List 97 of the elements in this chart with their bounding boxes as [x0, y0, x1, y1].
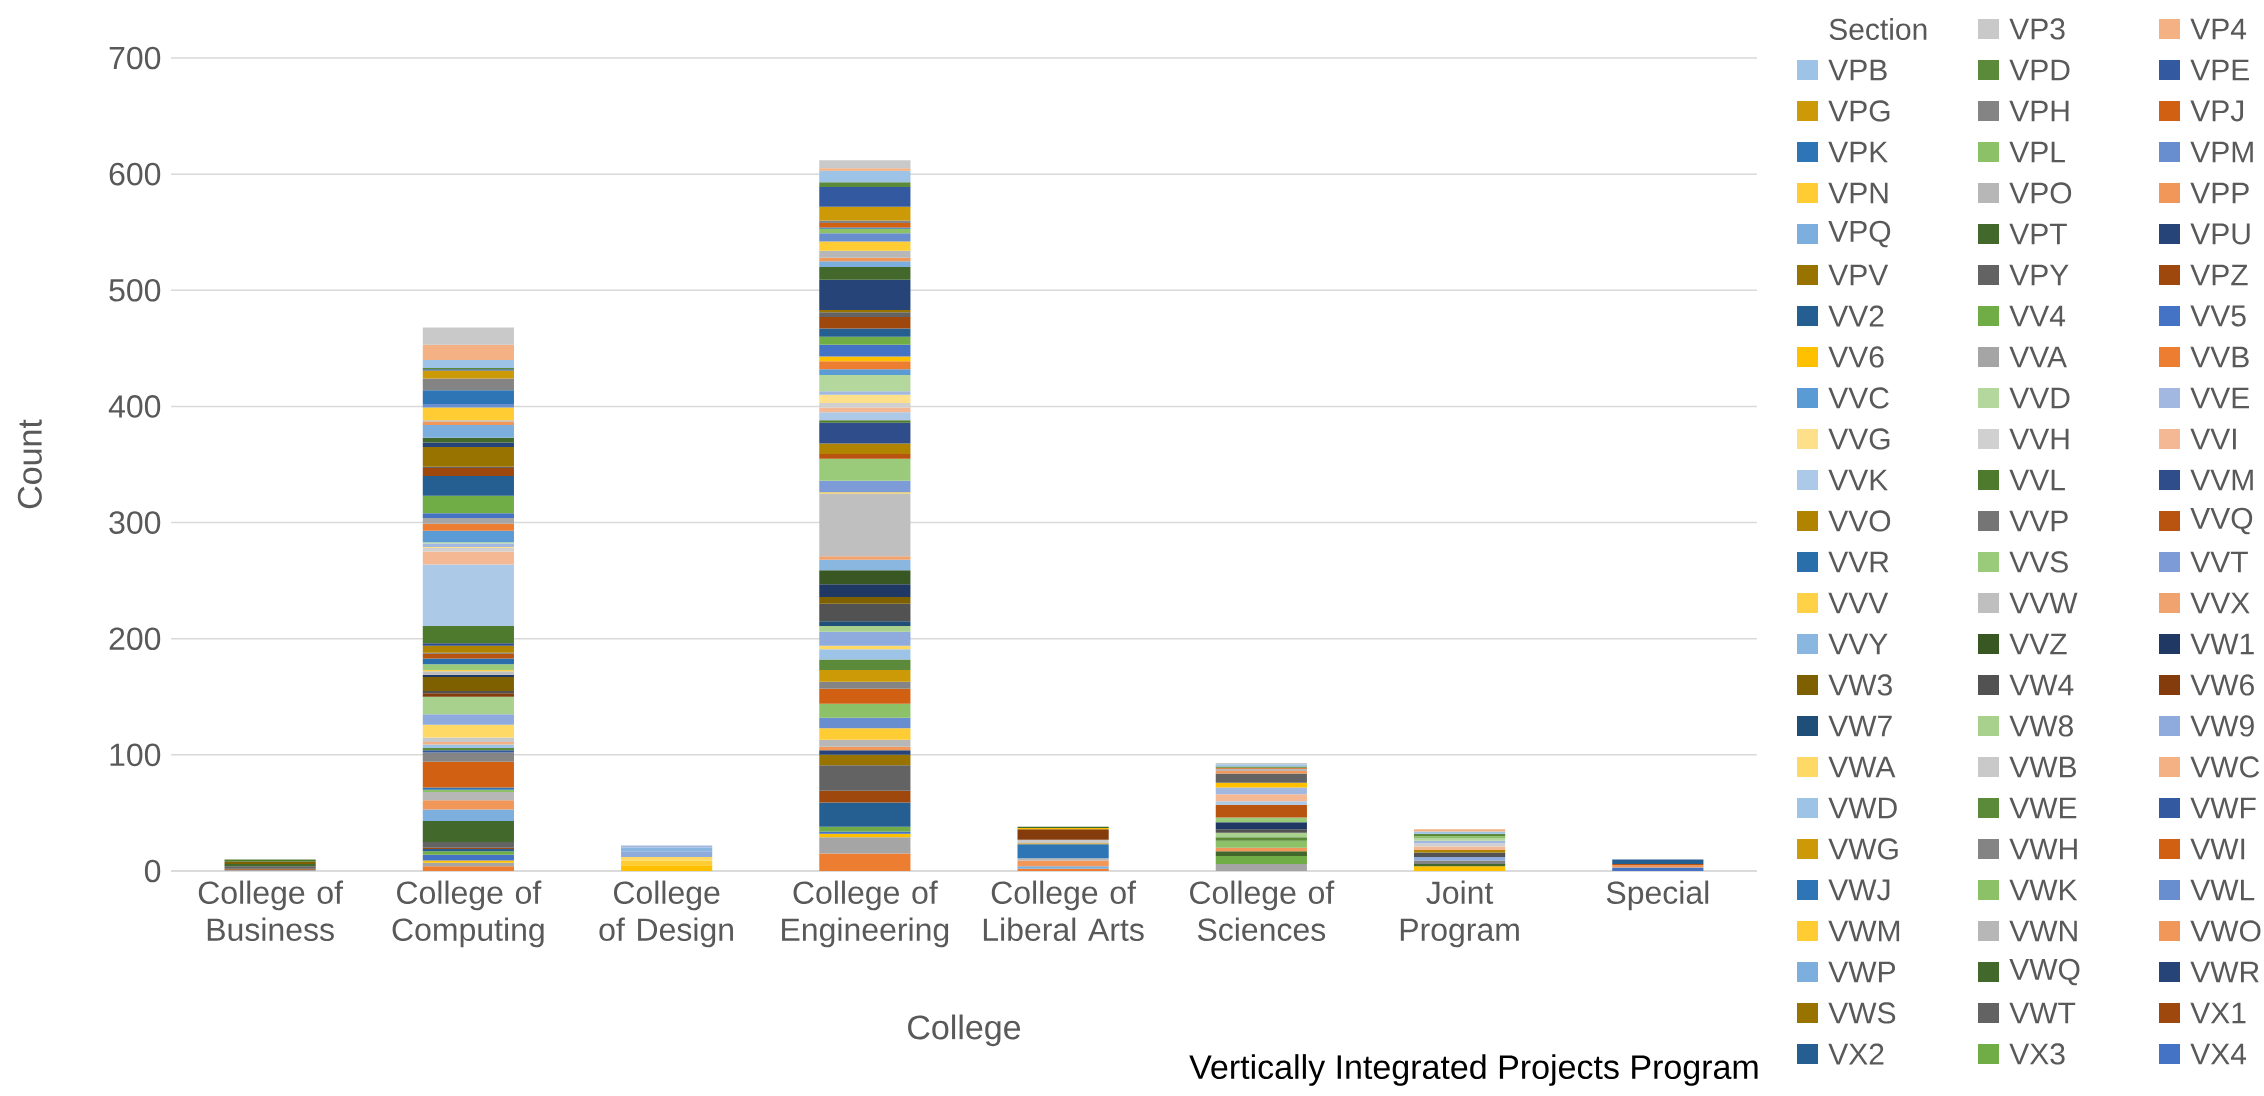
legend-label: VV6 [1828, 346, 1884, 368]
legend-label: VV4 [2009, 305, 2066, 327]
y-tick-label: 400 [108, 395, 161, 418]
legend-label: VPM [2190, 141, 2253, 163]
legend-label: VPN [1828, 182, 1888, 204]
legend-label: VVE [2190, 387, 2249, 409]
legend-label: VW3 [1828, 674, 1892, 696]
legend-label: VVI [2190, 428, 2236, 450]
legend-label: VWQ [2009, 958, 2080, 986]
y-tick-label: 600 [109, 162, 161, 186]
x-tick-label: Joint Program [1400, 880, 1519, 948]
legend-label: VVH [2009, 428, 2069, 450]
legend-label: VVW [2009, 592, 2078, 614]
legend-label: VPO [2009, 182, 2072, 204]
legend-label: VV2 [1828, 305, 1884, 327]
legend-label: VWG [1828, 838, 1898, 860]
legend-label: VVD [2009, 387, 2070, 409]
legend-label: VPD [2009, 59, 2070, 81]
x-axis-title: College [908, 1014, 1021, 1047]
legend-label: VVG [1828, 428, 1890, 450]
x-tick-label: College of Sciences [1190, 880, 1335, 942]
legend-label: VVA [2009, 346, 2067, 368]
legend-label: VX4 [2190, 1043, 2247, 1065]
legend-label: VVZ [2009, 633, 2067, 655]
x-tick-label: College of Design [599, 880, 733, 948]
y-tick-label: 0 [144, 859, 161, 883]
legend-label: VWM [1828, 920, 1900, 942]
legend-label: VVL [2009, 469, 2065, 491]
legend-label: VVQ [2190, 507, 2253, 535]
legend-label: VPJ [2190, 100, 2244, 122]
legend-label: VX2 [1828, 1043, 1884, 1065]
legend-label: VPH [2009, 100, 2069, 122]
legend-label: VW7 [1828, 715, 1892, 737]
x-tick-label: College of Liberal Arts [983, 880, 1144, 942]
x-tick-label: College of Engineering [782, 880, 949, 948]
x-tick-label: College of Business [198, 880, 344, 942]
legend-label: VWR [2190, 961, 2259, 983]
legend-label: VW8 [2009, 715, 2073, 737]
legend-label: VW6 [2190, 674, 2254, 696]
legend-label: VVV [1828, 592, 1889, 614]
x-tick-label: Special [1606, 880, 1709, 911]
legend-label: VWI [2190, 838, 2245, 860]
legend-label: VWS [1828, 1002, 1896, 1024]
legend-label: VWN [2009, 920, 2077, 942]
legend-label: VVC [1828, 387, 1889, 409]
legend-label: VPT [2009, 223, 2067, 245]
text: Vertically Integrated Projects Program [1189, 1054, 1758, 1086]
legend-label: VWL [2190, 879, 2255, 901]
legend-label: VP4 [2190, 18, 2247, 40]
legend-label: VW1 [2190, 633, 2254, 655]
legend-label: VVK [1828, 469, 1888, 491]
legend-label: VPY [2009, 264, 2069, 286]
legend-label: VVS [2009, 551, 2068, 573]
legend-label: VW4 [2009, 674, 2074, 696]
y-axis-title: Count [17, 419, 42, 509]
y-tick-label: 500 [109, 278, 161, 302]
legend-label: VPK [1828, 141, 1888, 163]
legend-label: VWP [1828, 961, 1895, 983]
legend-label: VWD [1828, 797, 1897, 819]
legend-label: VWB [2009, 756, 2076, 778]
legend-label: VWE [2009, 797, 2077, 819]
legend-label: VVP [2009, 510, 2068, 532]
y-tick-label: 100 [110, 743, 161, 767]
legend-label: VV5 [2190, 305, 2246, 327]
legend-title: Section [1829, 17, 1927, 41]
legend-label: VWJ [1828, 879, 1890, 901]
legend-label: VVO [1828, 510, 1891, 532]
y-tick-label: 700 [109, 46, 161, 70]
x-tick-label: College of Computing [392, 880, 544, 948]
legend-label: VWK [2009, 879, 2078, 901]
legend-label: VX1 [2190, 1002, 2246, 1024]
legend-label: VVY [1828, 633, 1888, 655]
legend-label: VWT [2009, 1002, 2076, 1024]
y-tick-label: 300 [109, 511, 161, 534]
legend-label: VPQ [1828, 220, 1891, 248]
legend-label: VVM [2190, 469, 2253, 491]
legend-label: VVB [2190, 346, 2249, 368]
legend-label: VPU [2190, 223, 2250, 245]
legend-label: VPG [1828, 100, 1890, 122]
legend-label: VWO [2190, 920, 2261, 942]
legend-label: VPP [2190, 182, 2249, 204]
legend-label: VPL [2009, 141, 2065, 163]
legend-label: VWF [2190, 797, 2256, 819]
legend-label: VVX [2190, 592, 2250, 614]
legend-label: VP3 [2009, 18, 2065, 40]
legend-label: VWH [2009, 838, 2077, 860]
legend-label: VPZ [2190, 264, 2248, 286]
legend-label: VVT [2190, 551, 2248, 573]
legend-label: VPE [2190, 59, 2249, 81]
y-tick-label: 200 [109, 627, 161, 651]
legend-label: VPB [1828, 59, 1887, 81]
legend-label: VWA [1828, 756, 1896, 778]
legend-label: VPV [1828, 264, 1889, 286]
legend-label: VWC [2190, 756, 2260, 778]
legend-label: VW9 [2190, 715, 2254, 737]
legend-label: VVR [1828, 551, 1889, 573]
legend-label: VX3 [2009, 1043, 2065, 1065]
